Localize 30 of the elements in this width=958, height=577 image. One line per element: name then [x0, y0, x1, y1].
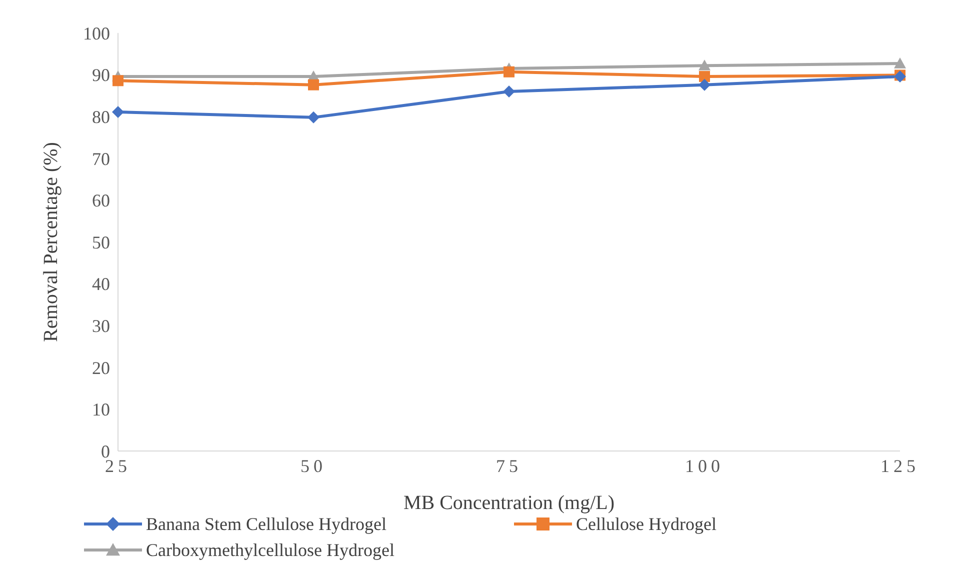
y-tick-label: 0 [101, 441, 110, 462]
y-tick-label: 90 [92, 65, 110, 86]
y-tick-label: 30 [92, 316, 110, 336]
x-tick-label: 125 [880, 456, 920, 476]
point [112, 106, 124, 118]
point [112, 75, 124, 86]
legend-label: Cellulose Hydrogel [576, 514, 716, 534]
y-tick-label: 20 [92, 358, 110, 378]
point [504, 66, 514, 78]
x-tick-label: 50 [300, 456, 326, 476]
y-tick-label: 10 [92, 400, 110, 420]
y-axis-title: Removal Percentage (%) [40, 142, 62, 342]
x-axis-title: MB Concentration (mg/L) [403, 492, 615, 514]
point [699, 70, 710, 82]
y-tick-label: 50 [92, 232, 110, 252]
legend-label: Banana Stem Cellulose Hydrogel [146, 514, 386, 534]
point [503, 86, 515, 98]
y-tick-label: 40 [92, 274, 110, 294]
y-tick-label: 100 [83, 23, 110, 44]
point [894, 58, 906, 68]
point [308, 111, 320, 124]
x-tick-label: 100 [685, 456, 724, 476]
point [308, 79, 319, 90]
y-tick-label: 80 [92, 106, 110, 127]
y-tick-label: 60 [92, 190, 110, 211]
y-tick-label: 70 [92, 148, 110, 169]
legend-label: Carboxymethylcellulose Hydrogel [146, 540, 394, 560]
point [698, 78, 710, 91]
point [698, 60, 710, 70]
x-tick-label: 75 [496, 456, 522, 476]
